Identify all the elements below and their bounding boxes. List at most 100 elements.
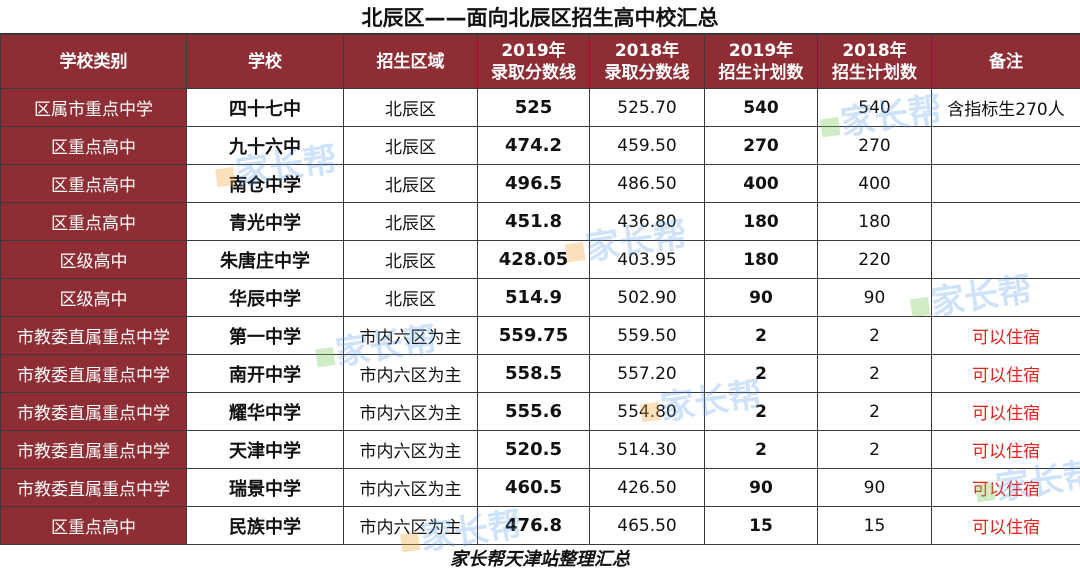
cell-area: 北辰区	[343, 240, 478, 279]
cell-plan-2018: 540	[817, 88, 932, 127]
cell-plan-2019: 2	[704, 392, 818, 431]
cell-plan-2018: 2	[817, 316, 932, 355]
cell-school: 朱唐庄中学	[186, 240, 344, 279]
table-row: 区重点高中 九十六中 北辰区 474.2 459.50 270 270	[0, 126, 1080, 165]
cell-area: 北辰区	[343, 278, 478, 317]
cell-note: 可以住宿	[931, 468, 1080, 507]
header-score-2018: 2018年 录取分数线	[589, 34, 705, 89]
cell-score-2019: 476.8	[477, 506, 590, 545]
cell-score-2018: 459.50	[589, 126, 705, 165]
cell-category: 市教委直属重点中学	[0, 430, 187, 469]
cell-score-2018: 525.70	[589, 88, 705, 127]
cell-area: 市内六区为主	[343, 468, 478, 507]
cell-score-2019: 520.5	[477, 430, 590, 469]
cell-score-2018: 502.90	[589, 278, 705, 317]
header-note: 备注	[931, 34, 1080, 89]
cell-note: 可以住宿	[931, 354, 1080, 393]
cell-score-2019: 451.8	[477, 202, 590, 241]
cell-plan-2019: 90	[704, 468, 818, 507]
cell-plan-2019: 2	[704, 354, 818, 393]
table-row: 区重点高中 青光中学 北辰区 451.8 436.80 180 180	[0, 202, 1080, 241]
cell-plan-2018: 90	[817, 468, 932, 507]
cell-note: 可以住宿	[931, 506, 1080, 545]
header-plan-2018: 2018年 招生计划数	[817, 34, 932, 89]
table-row: 市教委直属重点中学 天津中学 市内六区为主 520.5 514.30 2 2 可…	[0, 430, 1080, 469]
header-school: 学校	[186, 34, 344, 89]
cell-school: 四十七中	[186, 88, 344, 127]
page-title: 北辰区——面向北辰区招生高中校汇总	[0, 0, 1080, 34]
cell-plan-2019: 180	[704, 240, 818, 279]
cell-area: 北辰区	[343, 164, 478, 203]
cell-score-2018: 514.30	[589, 430, 705, 469]
cell-score-2018: 554.80	[589, 392, 705, 431]
cell-note: 可以住宿	[931, 316, 1080, 355]
cell-area: 北辰区	[343, 202, 478, 241]
cell-school: 青光中学	[186, 202, 344, 241]
cell-plan-2019: 270	[704, 126, 818, 165]
header-score-2019: 2019年 录取分数线	[477, 34, 590, 89]
cell-category: 市教委直属重点中学	[0, 468, 187, 507]
cell-category: 区重点高中	[0, 126, 187, 165]
cell-plan-2019: 2	[704, 430, 818, 469]
table-row: 市教委直属重点中学 瑞景中学 市内六区为主 460.5 426.50 90 90…	[0, 468, 1080, 507]
table-row: 区重点高中 民族中学 市内六区为主 476.8 465.50 15 15 可以住…	[0, 506, 1080, 545]
table-row: 区级高中 华辰中学 北辰区 514.9 502.90 90 90	[0, 278, 1080, 317]
header-score-2019-label: 录取分数线	[491, 62, 576, 83]
cell-area: 市内六区为主	[343, 392, 478, 431]
cell-score-2019: 428.05	[477, 240, 590, 279]
cell-plan-2019: 400	[704, 164, 818, 203]
cell-score-2019: 559.75	[477, 316, 590, 355]
cell-plan-2018: 2	[817, 392, 932, 431]
cell-plan-2018: 180	[817, 202, 932, 241]
cell-score-2018: 559.50	[589, 316, 705, 355]
cell-score-2019: 558.5	[477, 354, 590, 393]
cell-category: 区重点高中	[0, 202, 187, 241]
cell-plan-2018: 270	[817, 126, 932, 165]
cell-area: 市内六区为主	[343, 316, 478, 355]
table-row: 市教委直属重点中学 耀华中学 市内六区为主 555.6 554.80 2 2 可…	[0, 392, 1080, 431]
table-row: 区重点高中 南仓中学 北辰区 496.5 486.50 400 400	[0, 164, 1080, 203]
cell-area: 北辰区	[343, 126, 478, 165]
cell-plan-2018: 400	[817, 164, 932, 203]
school-table: 学校类别 学校 招生区域 2019年 录取分数线 2018年 录取分数线 201…	[0, 34, 1080, 545]
table-row: 区属市重点中学 四十七中 北辰区 525 525.70 540 540 含指标生…	[0, 88, 1080, 127]
cell-category: 区属市重点中学	[0, 88, 187, 127]
cell-plan-2018: 220	[817, 240, 932, 279]
table-row: 市教委直属重点中学 第一中学 市内六区为主 559.75 559.50 2 2 …	[0, 316, 1080, 355]
table-row: 市教委直属重点中学 南开中学 市内六区为主 558.5 557.20 2 2 可…	[0, 354, 1080, 393]
cell-plan-2019: 15	[704, 506, 818, 545]
footer-credit: 家长帮天津站整理汇总	[450, 548, 630, 570]
header-plan-2019-year: 2019年	[728, 40, 794, 61]
cell-plan-2018: 2	[817, 354, 932, 393]
cell-category: 市教委直属重点中学	[0, 392, 187, 431]
header-score-2019-year: 2019年	[501, 40, 566, 61]
cell-score-2018: 403.95	[589, 240, 705, 279]
table-row: 区级高中 朱唐庄中学 北辰区 428.05 403.95 180 220	[0, 240, 1080, 279]
cell-school: 天津中学	[186, 430, 344, 469]
cell-school: 南开中学	[186, 354, 344, 393]
cell-plan-2019: 2	[704, 316, 818, 355]
cell-note: 含指标生270人	[931, 88, 1080, 127]
cell-note	[931, 240, 1080, 279]
cell-score-2019: 496.5	[477, 164, 590, 203]
cell-category: 区重点高中	[0, 506, 187, 545]
cell-note: 可以住宿	[931, 430, 1080, 469]
table-body: 区属市重点中学 四十七中 北辰区 525 525.70 540 540 含指标生…	[0, 88, 1080, 545]
header-score-2018-year: 2018年	[614, 40, 680, 61]
header-plan-2019: 2019年 招生计划数	[704, 34, 818, 89]
cell-category: 区级高中	[0, 278, 187, 317]
header-plan-2019-label: 招生计划数	[718, 62, 804, 83]
cell-plan-2018: 2	[817, 430, 932, 469]
cell-score-2018: 557.20	[589, 354, 705, 393]
cell-score-2019: 474.2	[477, 126, 590, 165]
header-plan-2018-label: 招生计划数	[832, 62, 917, 83]
cell-area: 北辰区	[343, 88, 478, 127]
cell-note: 可以住宿	[931, 392, 1080, 431]
cell-area: 市内六区为主	[343, 354, 478, 393]
cell-plan-2019: 90	[704, 278, 818, 317]
header-plan-2018-year: 2018年	[842, 40, 907, 61]
header-score-2018-label: 录取分数线	[604, 62, 690, 83]
cell-plan-2019: 180	[704, 202, 818, 241]
cell-school: 九十六中	[186, 126, 344, 165]
cell-note	[931, 278, 1080, 317]
